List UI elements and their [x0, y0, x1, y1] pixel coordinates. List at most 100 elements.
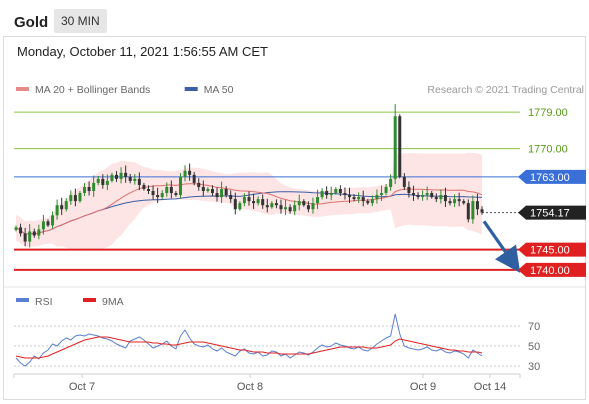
candle-body [325, 191, 329, 196]
candle-body [293, 205, 297, 212]
legend-swatch [16, 298, 29, 302]
x-tick-label: Oct 8 [237, 381, 263, 393]
rsi-ma-line [15, 336, 483, 359]
level-label-box [518, 205, 586, 220]
candle-body [306, 205, 310, 210]
candle-body [41, 221, 45, 230]
candle-body [430, 193, 434, 198]
candle-body [379, 193, 383, 196]
candle-body [279, 205, 283, 210]
candle-body [60, 205, 64, 210]
rsi-tick-label: 50 [528, 341, 540, 353]
instrument-title: Gold [14, 14, 49, 31]
candle-body [19, 227, 23, 234]
level-label: 1770.00 [528, 144, 568, 156]
candle-body [73, 195, 77, 202]
candle-body [366, 201, 370, 204]
source-credit: Research © 2021 Trading Central [427, 84, 584, 96]
projection-arrow [482, 220, 521, 273]
candle-body [215, 193, 219, 198]
candle-body [402, 176, 406, 187]
price-levels [14, 111, 520, 271]
candle-body [37, 229, 41, 236]
candle-body [348, 195, 352, 198]
candle-body [453, 199, 457, 204]
candle-body [174, 193, 178, 196]
candle-body [169, 186, 173, 194]
top-bar: Gold 30 MIN [0, 0, 589, 40]
candle-body [302, 201, 306, 206]
candle-body [110, 174, 114, 181]
candle-body [64, 201, 68, 210]
candle-body [51, 215, 55, 226]
candle-body [270, 203, 274, 208]
legend-swatch [16, 87, 29, 91]
candle-body [201, 186, 205, 192]
candle-body [311, 203, 315, 210]
candle-body [475, 201, 479, 210]
rsi-tick-label: 30 [528, 361, 540, 373]
candle-body [284, 207, 288, 210]
candle-body [178, 176, 182, 196]
candle-body [421, 195, 425, 198]
legend-label: MA 20 + Bollinger Bands [35, 84, 150, 96]
candle-body [375, 195, 379, 200]
candle-body [242, 197, 246, 204]
candle-body [183, 170, 187, 177]
candle-body [393, 116, 397, 179]
candle-body [252, 201, 256, 204]
candle-body [352, 197, 356, 200]
x-tick-label: Oct 9 [410, 381, 436, 393]
level-label-box [518, 169, 586, 184]
candle-body [160, 193, 164, 198]
candle-body [389, 178, 393, 187]
candle-body [115, 174, 119, 179]
candle-body [229, 195, 233, 200]
candle-body [224, 189, 228, 196]
candle-body [462, 201, 466, 204]
candle-body [407, 186, 411, 194]
candle-body [457, 199, 461, 202]
candle-body [448, 201, 452, 204]
level-label-box [518, 242, 586, 257]
level-label: 1740.00 [530, 265, 570, 277]
candle-body [411, 193, 415, 196]
legend-label: RSI [35, 296, 53, 308]
candle-body [146, 189, 150, 192]
candlesticks [14, 104, 484, 248]
candle-body [206, 189, 210, 192]
candle-body [78, 193, 82, 202]
candle-body [471, 201, 475, 220]
candle-body [128, 176, 132, 181]
candle-body [439, 195, 443, 200]
candle-body [233, 199, 237, 210]
candle-body [165, 186, 169, 194]
x-axis: Oct 7 Oct 8 Oct 9 Oct 14 [13, 373, 521, 393]
candle-body [197, 182, 201, 187]
candle-body [156, 195, 160, 198]
candle-body [398, 116, 402, 177]
candle-body [46, 221, 50, 226]
rsi-panel: 30 50 70 [14, 313, 540, 373]
candle-body [105, 180, 109, 185]
candle-body [28, 231, 32, 242]
candle-body [119, 172, 123, 179]
legend-label: MA 50 [204, 84, 234, 96]
candle-body [297, 201, 301, 206]
level-label-box [518, 262, 586, 277]
candle-body [357, 197, 361, 200]
main-legend: MA 20 + Bollinger Bands MA 50 [16, 84, 234, 96]
candle-body [316, 197, 320, 204]
candle-body [370, 199, 374, 204]
candle-body [443, 195, 447, 202]
candle-body [124, 172, 128, 177]
candle-body [384, 186, 388, 194]
candle-body [338, 189, 342, 194]
candle-body [343, 193, 347, 196]
candle-body [151, 191, 155, 196]
candle-body [261, 199, 265, 206]
interval-button[interactable]: 30 MIN [54, 9, 107, 33]
chart-datetime: Monday, October 11, 2021 1:56:55 AM CET [17, 44, 268, 59]
legend-swatch [83, 298, 96, 302]
